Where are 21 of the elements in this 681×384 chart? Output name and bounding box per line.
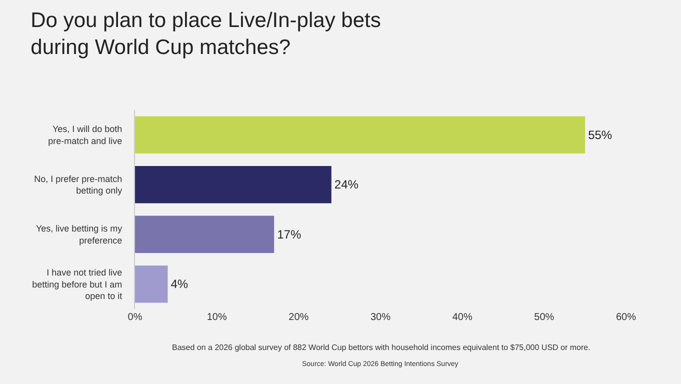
x-tick-label: 60% (616, 312, 636, 323)
y-tick-label: I have not tried live betting before but I am open to it (32, 268, 123, 301)
x-tick-label: 20% (288, 312, 309, 323)
data-label: 55% (588, 128, 612, 142)
x-tick-label: 10% (206, 312, 227, 323)
chart-title: Do you plan to place Live/In-play bets during World Cup matches? (30, 8, 381, 60)
x-tick-label: 30% (370, 312, 391, 323)
bar (135, 265, 168, 303)
bar (135, 166, 332, 204)
bar (135, 116, 586, 154)
data-label: 4% (170, 277, 188, 292)
y-tick-label: Yes, I will do both pre-match and live (48, 124, 122, 146)
y-tick-label: Yes, live betting is my preference (36, 224, 123, 246)
text: Based on a 2026 global survey of 882 World Cup bettors with household incomes equivalent to $75,000 USD or more. (172, 343, 590, 352)
x-tick-label: 40% (452, 312, 472, 323)
y-tick-label: No, I prefer pre-match betting only (34, 174, 123, 196)
x-tick-label: 0% (128, 312, 142, 323)
data-label: 24% (334, 178, 359, 192)
x-tick-label: 50% (534, 312, 554, 323)
data-label: 17% (277, 227, 302, 242)
bar (135, 216, 274, 254)
